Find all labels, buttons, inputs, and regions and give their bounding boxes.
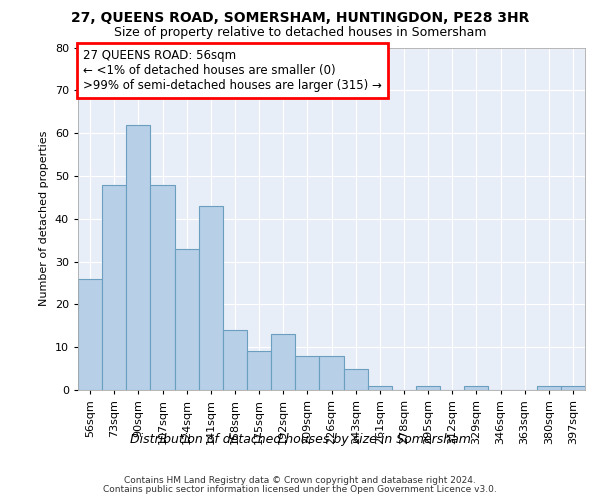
Bar [271,334,295,390]
Bar [464,386,488,390]
Text: 27, QUEENS ROAD, SOMERSHAM, HUNTINGDON, PE28 3HR: 27, QUEENS ROAD, SOMERSHAM, HUNTINGDON, … [71,11,529,25]
Bar [537,386,561,390]
Text: Size of property relative to detached houses in Somersham: Size of property relative to detached ho… [114,26,486,39]
Bar [175,248,199,390]
Text: Contains HM Land Registry data © Crown copyright and database right 2024.: Contains HM Land Registry data © Crown c… [124,476,476,485]
Text: 27 QUEENS ROAD: 56sqm
← <1% of detached houses are smaller (0)
>99% of semi-deta: 27 QUEENS ROAD: 56sqm ← <1% of detached … [83,49,382,92]
Bar [199,206,223,390]
Text: Distribution of detached houses by size in Somersham: Distribution of detached houses by size … [130,432,470,446]
Bar [368,386,392,390]
Bar [247,352,271,390]
Bar [223,330,247,390]
Bar [126,124,151,390]
Y-axis label: Number of detached properties: Number of detached properties [39,131,49,306]
Bar [78,278,102,390]
Bar [295,356,319,390]
Bar [319,356,344,390]
Bar [102,184,126,390]
Bar [561,386,585,390]
Bar [416,386,440,390]
Bar [151,184,175,390]
Text: Contains public sector information licensed under the Open Government Licence v3: Contains public sector information licen… [103,485,497,494]
Bar [344,368,368,390]
